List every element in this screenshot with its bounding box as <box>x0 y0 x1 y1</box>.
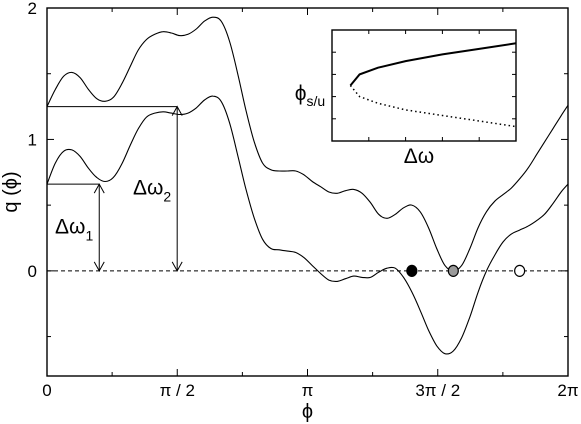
fixed-points <box>406 264 526 277</box>
series-line-1 <box>46 95 569 355</box>
annotation-label-sub-1: 2 <box>163 189 171 205</box>
annotation-arrowhead-bottom-0 <box>93 261 105 272</box>
inset-axis-ticks <box>332 30 516 141</box>
annotation-label-main-1: Δω <box>133 177 163 200</box>
y-tick-label-2: 2 <box>28 0 37 18</box>
fixed-point-1 <box>447 264 459 277</box>
curves <box>46 16 569 355</box>
y-axis-label: q (ϕ) <box>0 171 22 212</box>
inset-y-label-sub: s/u <box>307 93 326 109</box>
inset-x-label: Δω <box>404 145 434 168</box>
x-axis-label: ϕ <box>302 401 313 423</box>
y-tick-label-0: 0 <box>28 262 37 281</box>
inset-y-label-main: ϕ <box>295 82 307 105</box>
inset-stable-branch <box>349 42 517 87</box>
y-tick-label-1: 1 <box>28 130 37 149</box>
fixed-point-2 <box>514 264 526 277</box>
fixed-point-0 <box>406 264 418 277</box>
x-tick-label-3: 3π / 2 <box>415 381 460 400</box>
inset-unstable-branch <box>349 85 517 128</box>
annotation-arrowhead-bottom-1 <box>171 261 183 272</box>
x-tick-label-2: π <box>302 381 314 400</box>
annotation-label-0: Δω1 <box>55 215 93 243</box>
annotation-label-1: Δω2 <box>133 177 171 205</box>
series-line-0 <box>46 16 569 272</box>
x-tick-label-4: 2π <box>557 381 578 400</box>
inset-y-label: ϕs/u <box>295 82 325 109</box>
x-tick-label-1: π / 2 <box>160 381 195 400</box>
inset-plot: Δω ϕs/u <box>295 29 517 168</box>
annotation-label-main-0: Δω <box>55 215 85 238</box>
x-tick-label-0: 0 <box>42 381 51 400</box>
annotation-arrowhead-top-0 <box>93 183 105 194</box>
annotation-arrowhead-top-1 <box>171 105 183 116</box>
plot-frame <box>46 7 569 377</box>
tick-labels: 0 π / 2 π 3π / 2 2π 0 1 2 <box>28 0 579 400</box>
annotation-label-sub-0: 1 <box>85 227 93 243</box>
